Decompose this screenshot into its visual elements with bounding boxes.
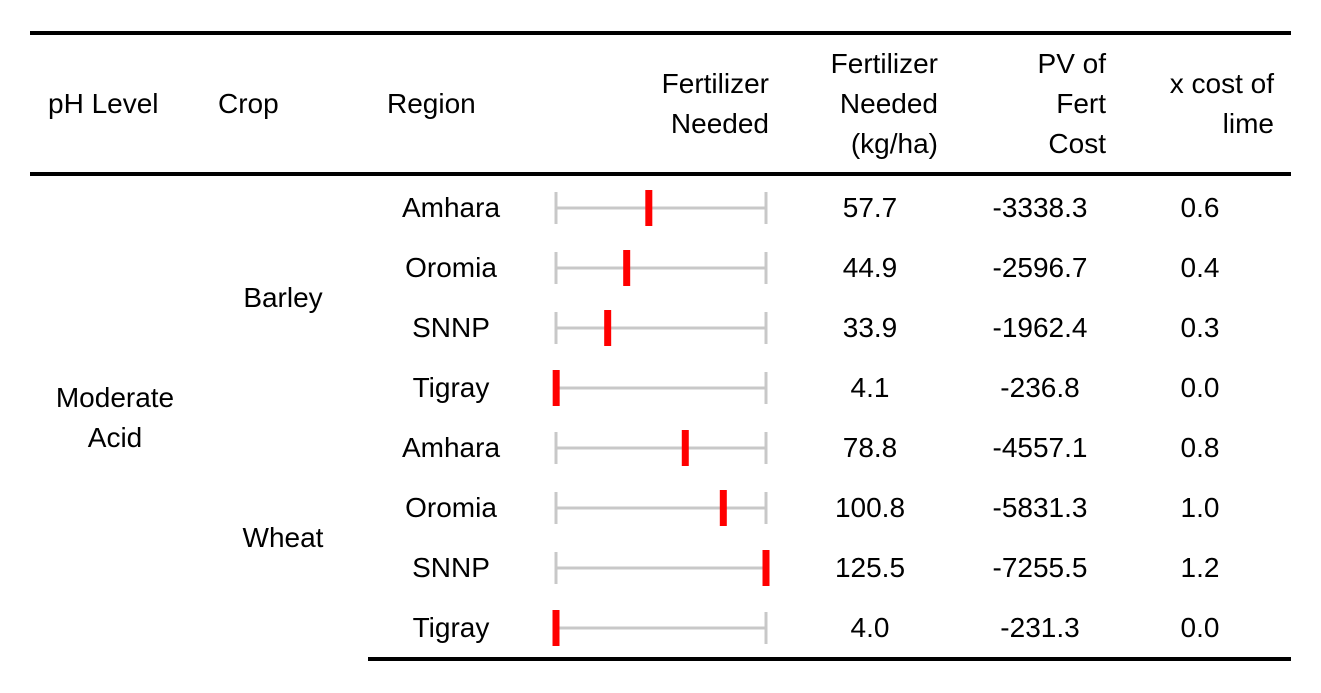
header-region: Region	[387, 84, 476, 124]
group-ph-level: Moderate Acid	[30, 378, 200, 458]
fertilizer-bar	[554, 550, 770, 586]
fertilizer-bar	[554, 250, 768, 286]
cell-pv-fert-cost: -7255.5	[992, 552, 1088, 583]
cell-x-cost-of-lime: 0.0	[1180, 372, 1220, 403]
header-region-text: Region	[387, 88, 476, 119]
fertilizer-bar	[554, 430, 768, 466]
bar-marker	[552, 370, 560, 406]
cell-fertilizer-kgha: 57.7	[842, 192, 898, 223]
cell-x-cost-of-lime: 0.4	[1180, 252, 1220, 283]
fertilizer-bar	[554, 190, 768, 226]
cell-x-cost-of-lime: 0.0	[1180, 612, 1220, 643]
cell-x-cost-of-lime: 1.0	[1180, 492, 1220, 523]
group-crop-wheat: Wheat	[200, 518, 366, 558]
header-pv-fert-cost-line-1: PV of	[1037, 48, 1106, 79]
header-x-cost-of-lime-line-1: x cost of	[1169, 68, 1274, 99]
cell-region: Amhara	[401, 432, 501, 463]
bar-marker	[719, 490, 727, 526]
header-fertilizer-needed: Fertilizer Needed	[560, 64, 769, 144]
cell-pv-fert-cost: -236.8	[1000, 372, 1080, 403]
header-ph-level: pH Level	[48, 84, 159, 124]
cell-pv-fert-cost: -1962.4	[992, 312, 1088, 343]
group-crop-barley: Barley	[200, 278, 366, 318]
header-pv-fert-cost: PV of Fert Cost	[960, 44, 1106, 164]
bar-marker	[681, 430, 689, 466]
header-crop: Crop	[218, 84, 279, 124]
group-ph-level-line-2: Acid	[87, 422, 143, 453]
cell-x-cost-of-lime: 0.8	[1180, 432, 1220, 463]
cell-pv-fert-cost: -3338.3	[992, 192, 1088, 223]
cell-fertilizer-kgha: 100.8	[834, 492, 906, 523]
header-x-cost-of-lime-line-2: lime	[1222, 108, 1274, 139]
cell-fertilizer-kgha: 33.9	[842, 312, 898, 343]
cell-region: Tigray	[412, 612, 490, 643]
table-header-rule	[30, 172, 1291, 176]
cell-pv-fert-cost: -2596.7	[992, 252, 1088, 283]
header-ph-level-text: pH Level	[48, 88, 159, 119]
group-crop-wheat-text: Wheat	[242, 522, 324, 553]
cell-fertilizer-kgha: 78.8	[842, 432, 898, 463]
fertilizer-bar	[554, 310, 768, 346]
cell-region: Tigray	[412, 372, 490, 403]
bar-marker	[552, 610, 560, 646]
header-fertilizer-needed-line-1: Fertilizer	[661, 68, 769, 99]
cell-x-cost-of-lime: 0.6	[1180, 192, 1220, 223]
header-x-cost-of-lime: x cost of lime	[1130, 64, 1274, 144]
cell-pv-fert-cost: -231.3	[1000, 612, 1080, 643]
bar-marker	[762, 550, 770, 586]
header-fertilizer-needed-line-2: Needed	[670, 108, 769, 139]
cell-region: SNNP	[412, 552, 490, 583]
group-ph-level-line-1: Moderate	[55, 382, 175, 413]
header-pv-fert-cost-line-2: Fert	[1056, 88, 1106, 119]
cell-fertilizer-kgha: 4.1	[850, 372, 890, 403]
table-top-rule	[30, 31, 1291, 35]
cell-region: Oromia	[405, 492, 497, 523]
table-bottom-rule	[368, 657, 1291, 661]
cell-x-cost-of-lime: 0.3	[1180, 312, 1220, 343]
header-fertilizer-kgha: Fertilizer Needed (kg/ha)	[780, 44, 938, 164]
cell-fertilizer-kgha: 44.9	[842, 252, 898, 283]
fertilizer-bar	[552, 610, 768, 646]
cell-x-cost-of-lime: 1.2	[1180, 552, 1220, 583]
cell-region: SNNP	[412, 312, 490, 343]
cell-region: Oromia	[405, 252, 497, 283]
header-fertilizer-kgha-line-3: (kg/ha)	[850, 128, 938, 159]
bar-marker	[645, 190, 653, 226]
bar-marker	[623, 250, 631, 286]
cell-pv-fert-cost: -5831.3	[992, 492, 1088, 523]
cell-pv-fert-cost: -4557.1	[992, 432, 1088, 463]
header-fertilizer-kgha-line-1: Fertilizer	[830, 48, 938, 79]
header-fertilizer-kgha-line-2: Needed	[839, 88, 938, 119]
header-crop-text: Crop	[218, 88, 279, 119]
cell-fertilizer-kgha: 4.0	[850, 612, 890, 643]
fertilizer-bar	[554, 490, 768, 526]
bar-marker	[604, 310, 612, 346]
header-pv-fert-cost-line-3: Cost	[1048, 128, 1106, 159]
cell-fertilizer-kgha: 125.5	[834, 552, 906, 583]
fertilizer-bar	[552, 370, 768, 406]
cell-region: Amhara	[401, 192, 501, 223]
group-crop-barley-text: Barley	[243, 282, 323, 313]
